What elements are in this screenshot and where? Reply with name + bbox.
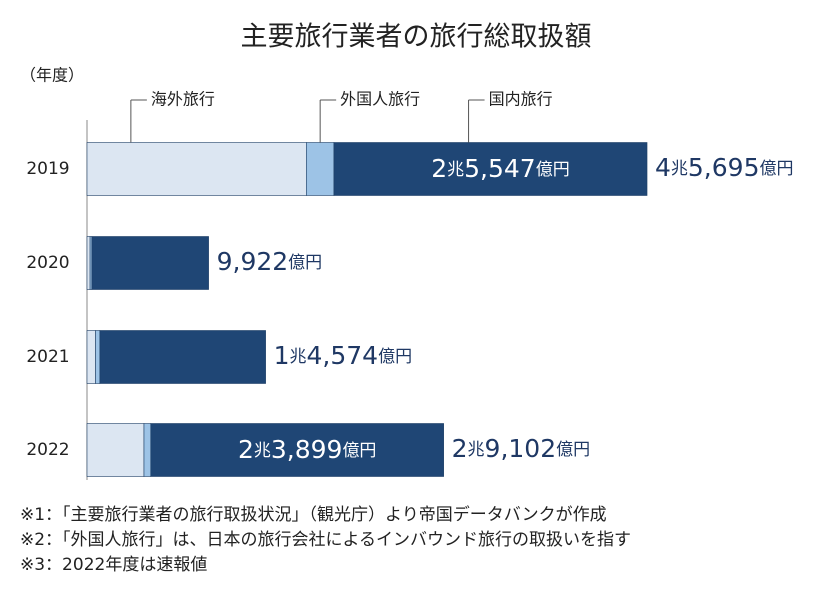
total-label: 4兆5,695億円 [655, 153, 793, 182]
bar-segment [95, 330, 101, 384]
note: ※3：2022年度は速報値 [20, 555, 207, 575]
total-label: 1兆4,574億円 [274, 341, 412, 370]
note: ※1：「主要旅行業者の旅行取扱状況」（観光庁）より帝国データバンクが作成 [20, 504, 607, 525]
bar-segment [86, 330, 96, 384]
bar-segment [91, 236, 209, 290]
bar-segment [99, 330, 266, 384]
total-label: 9,922億円 [217, 247, 323, 276]
y-tick-label: 2020 [26, 253, 69, 273]
bar-segment [86, 423, 145, 477]
bar-segment [143, 423, 152, 477]
y-tick-label: 2019 [26, 159, 69, 179]
y-tick-label: 2022 [26, 440, 69, 460]
legend-label: 国内旅行 [489, 90, 553, 109]
bar-segment [306, 142, 335, 196]
y-axis-label: （年度） [20, 66, 84, 85]
chart-title: 主要旅行業者の旅行総取扱額 [241, 22, 592, 53]
bar-segment [86, 142, 307, 196]
legend-label: 海外旅行 [151, 90, 215, 109]
bar-segment [150, 423, 444, 477]
legend-label: 外国人旅行 [340, 90, 420, 109]
total-label: 2兆9,102億円 [452, 434, 590, 463]
note: ※2：「外国人旅行」は、日本の旅行会社によるインバウンド旅行の取扱いを指す [20, 530, 631, 550]
bar-value-label: 2兆3,899億円 [238, 435, 376, 464]
bar-value-label: 2兆5,547億円 [431, 154, 569, 183]
bar-segment [333, 142, 648, 196]
y-tick-label: 2021 [26, 347, 69, 367]
bar-segment [86, 236, 91, 290]
